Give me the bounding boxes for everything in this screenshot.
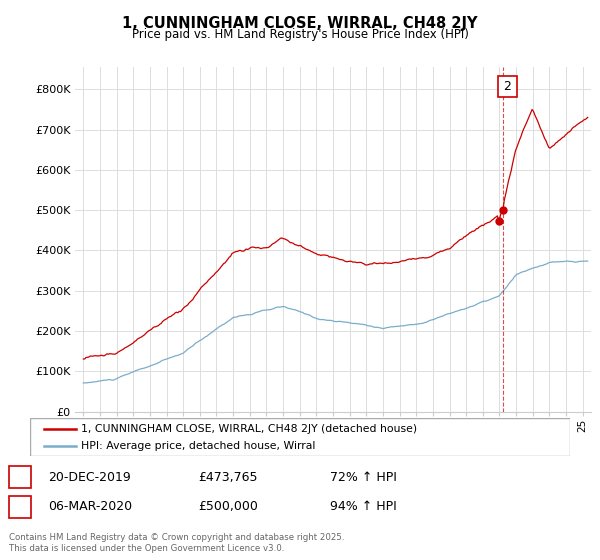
Text: £473,765: £473,765 bbox=[198, 470, 257, 484]
Text: 72% ↑ HPI: 72% ↑ HPI bbox=[330, 470, 397, 484]
Text: 1, CUNNINGHAM CLOSE, WIRRAL, CH48 2JY: 1, CUNNINGHAM CLOSE, WIRRAL, CH48 2JY bbox=[122, 16, 478, 31]
Text: 2: 2 bbox=[16, 500, 24, 514]
Text: 2: 2 bbox=[503, 80, 511, 92]
Text: 1: 1 bbox=[16, 470, 24, 484]
Text: 06-MAR-2020: 06-MAR-2020 bbox=[48, 500, 132, 514]
Text: 1, CUNNINGHAM CLOSE, WIRRAL, CH48 2JY (detached house): 1, CUNNINGHAM CLOSE, WIRRAL, CH48 2JY (d… bbox=[82, 423, 418, 433]
Bar bbox=[498, 76, 517, 97]
Text: Price paid vs. HM Land Registry's House Price Index (HPI): Price paid vs. HM Land Registry's House … bbox=[131, 28, 469, 41]
Text: £500,000: £500,000 bbox=[198, 500, 258, 514]
Text: Contains HM Land Registry data © Crown copyright and database right 2025.
This d: Contains HM Land Registry data © Crown c… bbox=[9, 533, 344, 553]
Text: 20-DEC-2019: 20-DEC-2019 bbox=[48, 470, 131, 484]
Text: HPI: Average price, detached house, Wirral: HPI: Average price, detached house, Wirr… bbox=[82, 441, 316, 451]
Text: 94% ↑ HPI: 94% ↑ HPI bbox=[330, 500, 397, 514]
